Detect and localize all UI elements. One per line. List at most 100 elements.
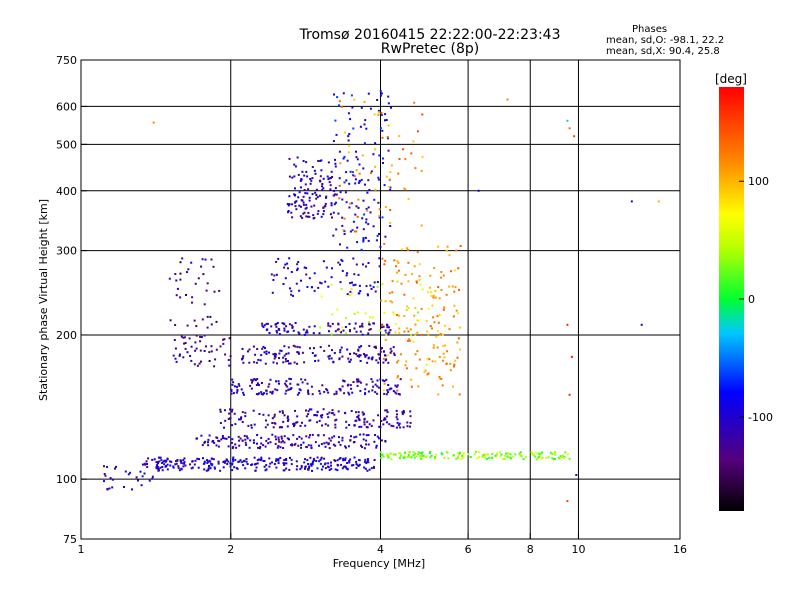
data-point [271,390,274,393]
data-point [421,451,424,454]
data-point [151,475,154,478]
data-point [441,333,444,336]
data-point [215,320,218,323]
data-point [348,360,351,363]
data-point [344,459,347,461]
data-point [241,347,244,350]
data-point [407,454,410,456]
data-point [300,205,302,208]
data-point [439,333,442,336]
data-point [308,325,311,328]
data-point [332,140,335,143]
data-point [289,287,291,290]
data-point [267,414,270,417]
data-point [135,476,138,479]
data-point [273,354,276,357]
data-point [313,272,316,275]
data-point [345,446,347,449]
data-point [363,123,366,126]
data-point [358,163,361,166]
data-point [308,467,310,469]
data-point [175,360,178,363]
data-point [385,415,388,418]
data-point [313,414,316,417]
data-point [378,257,381,260]
data-point [391,280,394,283]
data-point [295,460,298,463]
data-point [387,137,389,140]
data-point [183,336,186,339]
data-point [213,466,216,469]
data-point [398,331,401,334]
data-point [238,460,241,463]
data-point [307,410,310,413]
data-point [311,393,314,396]
data-point [288,362,290,365]
data-point [268,457,271,460]
data-point [507,452,510,455]
data-point [365,285,368,288]
data-point [206,282,209,285]
data-point [239,437,242,440]
data-point [512,455,515,458]
data-point [439,377,441,380]
data-point [323,457,326,460]
data-point [394,331,397,334]
data-points [103,90,660,503]
data-point [442,359,445,362]
data-point [354,213,357,216]
data-point [381,347,383,350]
data-point [244,438,247,441]
data-point [277,380,280,383]
data-point [453,363,456,366]
data-point [309,419,312,422]
data-point [239,459,242,462]
data-point [410,455,413,458]
data-point [553,458,556,460]
data-point [387,124,390,127]
data-point [337,410,340,413]
data-point [181,257,184,260]
data-point [299,186,302,189]
data-point [261,347,264,350]
data-point [327,442,330,445]
data-point [279,456,282,459]
data-point [282,361,285,364]
data-point [194,341,197,344]
data-point [241,358,243,361]
data-point [483,453,486,456]
data-point [382,389,385,392]
data-point [369,316,372,319]
data-point [358,419,361,422]
data-point [372,419,375,422]
data-point [193,363,196,366]
data-point [462,456,465,459]
data-point [343,392,346,395]
data-point [260,456,263,459]
data-point [225,437,228,440]
data-point [395,392,398,395]
data-point [331,176,334,178]
data-point [337,464,340,467]
data-point [392,390,395,393]
data-point [311,177,314,180]
data-point [440,276,443,279]
data-point [294,442,297,445]
data-point [174,347,177,350]
data-point [355,460,358,463]
data-point [160,459,163,462]
data-point [305,446,308,448]
data-point [420,455,423,457]
data-point [407,330,410,333]
data-point [366,469,369,472]
data-point [241,439,244,442]
data-point [214,467,216,470]
data-point [570,355,573,358]
data-point [445,293,448,296]
data-point [361,154,364,157]
data-point [340,258,343,261]
data-point [413,456,416,459]
data-point [291,216,294,219]
data-point [256,378,259,380]
data-point [351,171,354,174]
